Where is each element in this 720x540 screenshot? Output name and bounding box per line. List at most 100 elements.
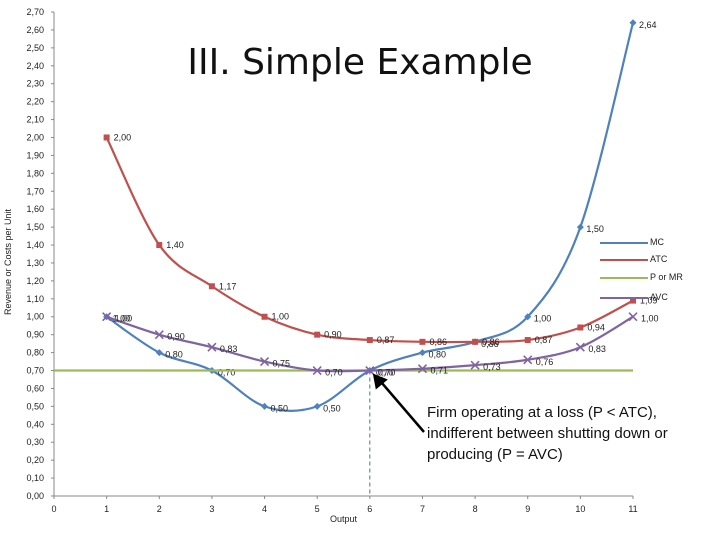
legend-item-avc: AVC: [600, 292, 718, 304]
data-label-atc: 1,00: [272, 312, 290, 322]
data-label-avc: 0,73: [483, 362, 501, 372]
series-line-atc: [105, 136, 634, 344]
y-tick-label: 1,20: [26, 276, 44, 286]
y-tick-label: 0,70: [26, 366, 44, 376]
x-axis-title: Output: [330, 514, 358, 524]
data-point-avc: [575, 342, 585, 352]
x-tick-label: 7: [420, 504, 425, 514]
x-tick-label: 1: [104, 504, 109, 514]
legend-label-p-or-mr: P or MR: [650, 272, 683, 282]
data-point-atc: [314, 331, 321, 338]
legend-swatch-p-or-mr: [600, 277, 648, 279]
y-tick-label: 1,10: [26, 294, 44, 304]
data-point-atc: [419, 338, 426, 345]
data-point-atc: [103, 134, 110, 141]
data-label-mc: 0,50: [323, 403, 341, 413]
data-label-mc: 2,64: [639, 20, 657, 30]
data-point-avc: [154, 330, 164, 340]
data-point-avc: [523, 355, 533, 365]
series-atc: 2,00 1,40 1,17 1,00 0,90 0,87 0,86 0,86 0,87 0,94…: [103, 132, 658, 347]
data-point-atc: [156, 242, 163, 249]
data-point-mc: [629, 19, 637, 27]
data-label-avc: 0,75: [273, 359, 291, 369]
x-tick-label: 8: [473, 504, 478, 514]
y-tick-label: 2,00: [26, 132, 44, 142]
x-tick-label: 11: [628, 504, 637, 514]
data-label-mc: 0,70: [218, 368, 236, 378]
data-label-mc: 0,86: [481, 339, 499, 349]
y-tick-label: 1,40: [26, 240, 44, 250]
data-label-avc: 0,70: [378, 368, 396, 378]
data-label-atc: 1,40: [166, 240, 184, 250]
y-tick-label: 0,40: [26, 419, 44, 429]
data-label-mc: 1,00: [113, 314, 131, 324]
data-label-atc: 0,87: [377, 335, 395, 345]
data-point-atc: [261, 313, 268, 320]
y-tick-label: 0,10: [26, 473, 44, 483]
x-tick-label: 6: [367, 504, 372, 514]
data-point-atc: [366, 337, 373, 344]
data-point-mc: [261, 402, 269, 410]
data-label-avc: 0,70: [325, 368, 343, 378]
legend-label-mc: MC: [650, 237, 664, 247]
data-label-avc: 1,00: [641, 314, 659, 324]
y-tick-label: 2,40: [26, 61, 44, 71]
x-tick-label: 10: [575, 504, 585, 514]
data-label-avc: 0,76: [536, 357, 554, 367]
data-label-avc: 0,71: [430, 366, 448, 376]
y-tick-label: 1,90: [26, 150, 44, 160]
data-label-avc: 0,83: [220, 344, 238, 354]
data-label-mc: 1,00: [534, 314, 552, 324]
data-point-atc: [577, 324, 584, 331]
series-line-avc: [106, 315, 634, 373]
y-tick-label: 0,20: [26, 455, 44, 465]
y-tick-label: 2,60: [26, 25, 44, 35]
y-axis-title: Revenue or Costs per Unit: [3, 208, 13, 315]
y-tick-label: 0,50: [26, 401, 44, 411]
x-tick-label: 4: [262, 504, 267, 514]
y-tick-label: 2,20: [26, 97, 44, 107]
legend-label-avc: AVC: [650, 292, 668, 302]
data-point-avc: [628, 312, 638, 322]
annotation-arrow-head: [372, 373, 388, 390]
y-tick-label: 1,30: [26, 258, 44, 268]
data-point-avc: [207, 342, 217, 352]
y-tick-label: 2,10: [26, 115, 44, 125]
data-label-atc: 0,90: [324, 330, 342, 340]
legend-item-mc: MC: [600, 237, 718, 249]
data-label-atc: 0,87: [535, 335, 553, 345]
data-point-mc: [155, 349, 163, 357]
y-tick-label: 0,60: [26, 383, 44, 393]
x-tick-label: 0: [51, 504, 56, 514]
y-tick-label: 1,80: [26, 168, 44, 178]
data-label-mc: 0,80: [428, 350, 446, 360]
data-label-mc: 1,50: [586, 224, 604, 234]
y-tick-label: 0,90: [26, 330, 44, 340]
y-tick-label: 1,50: [26, 222, 44, 232]
series-avc: 1,00 0,90 0,83 0,75 0,70 0,70 0,71 0,73 0,76 0,83…: [102, 312, 659, 378]
legend-swatch-mc: [600, 242, 648, 244]
annotation-arrow: [372, 373, 425, 433]
data-point-avc: [102, 312, 112, 322]
data-point-atc: [472, 338, 479, 345]
data-point-atc: [524, 337, 531, 344]
legend-swatch-atc: [600, 259, 648, 261]
x-tick-label: 3: [209, 504, 214, 514]
legend-swatch-avc: [600, 297, 648, 299]
y-tick-label: 2,50: [26, 43, 44, 53]
legend-item-atc: ATC: [600, 254, 718, 266]
annotation-arrow-shaft: [378, 379, 425, 433]
data-point-atc: [630, 297, 636, 304]
data-label-avc: 0,83: [588, 344, 606, 354]
data-point-avc: [470, 360, 480, 370]
data-label-avc: 1,00: [115, 314, 133, 324]
data-point-avc: [259, 356, 270, 367]
data-point-mc: [524, 313, 532, 321]
data-label-atc: 1,09: [640, 296, 658, 306]
data-point-atc: [208, 283, 215, 290]
y-tick-label: 1,60: [26, 204, 44, 214]
annotation-text: Firm operating at a loss (P < ATC), indi…: [427, 404, 668, 463]
data-point-avc: [365, 365, 375, 376]
y-tick-label: 1,00: [26, 312, 44, 322]
